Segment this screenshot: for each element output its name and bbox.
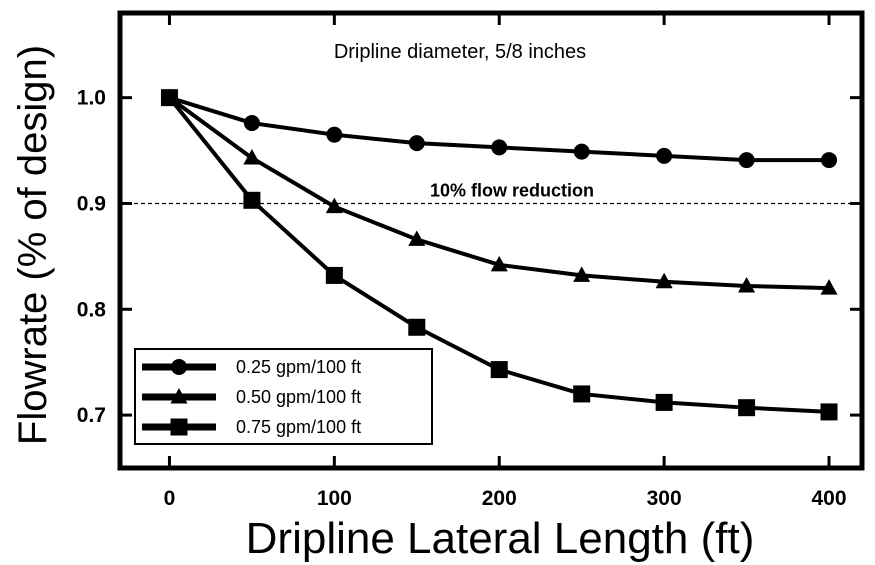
legend: 0.25 gpm/100 ft 0.50 gpm/100 ft 0.75 gpm/1… [134, 348, 433, 445]
series-1 [161, 89, 838, 169]
legend-marker-triangle [170, 388, 188, 404]
x-tick-label: 200 [482, 487, 517, 510]
data-point-circle [408, 135, 425, 152]
data-point-square [160, 89, 178, 107]
data-point-circle [821, 152, 838, 169]
series-3 [160, 89, 838, 421]
data-point-square [490, 361, 508, 379]
series-group [160, 88, 838, 421]
data-point-circle [326, 126, 343, 143]
plot-frame [117, 10, 865, 471]
x-tick-label: 0 [164, 487, 176, 510]
legend-marker-circle [171, 359, 187, 375]
data-point-triangle [655, 272, 673, 289]
data-point-square [573, 385, 591, 403]
data-point-circle [243, 115, 260, 132]
reference-line-label: 10% flow reduction [430, 180, 594, 200]
legend-item: 0.75 gpm/100 ft [142, 417, 361, 437]
x-tick-label: 300 [647, 487, 682, 510]
legend-item: 0.25 gpm/100 ft [142, 357, 361, 377]
data-point-square [820, 403, 838, 421]
data-point-triangle [820, 279, 838, 295]
data-point-square [738, 399, 756, 417]
data-point-square [243, 191, 261, 209]
data-point-triangle [490, 255, 508, 272]
y-axis-title: Flowrate (% of design) [11, 45, 55, 445]
legend-label: 0.50 gpm/100 ft [236, 387, 361, 407]
x-tick-label: 100 [317, 487, 352, 510]
x-axis-title: Dripline Lateral Length (ft) [246, 514, 755, 563]
data-point-triangle [408, 230, 426, 246]
ticks-group: 0 100 200 300 400 0.7 0.8 0.9 1.0 [77, 13, 862, 510]
data-point-square [325, 266, 343, 284]
legend-label: 0.25 gpm/100 ft [236, 357, 361, 377]
chart-annotation: Dripline diameter, 5/8 inches [334, 41, 586, 63]
data-point-circle [491, 139, 508, 156]
data-point-circle [656, 147, 673, 164]
data-point-triangle [573, 266, 591, 282]
data-point-triangle [243, 148, 261, 165]
data-point-square [408, 318, 426, 336]
data-point-square [655, 393, 673, 411]
data-point-circle [573, 143, 590, 160]
legend-marker-square [170, 418, 188, 436]
data-point-triangle [325, 197, 343, 214]
data-point-circle [738, 152, 755, 169]
y-tick-label: 1.0 [77, 87, 106, 110]
y-tick-label: 0.7 [77, 404, 106, 427]
y-tick-label: 0.9 [77, 192, 106, 215]
legend-item: 0.50 gpm/100 ft [142, 387, 361, 407]
data-point-triangle [738, 277, 756, 293]
x-tick-label: 400 [811, 487, 846, 510]
legend-label: 0.75 gpm/100 ft [236, 417, 361, 437]
y-tick-label: 0.8 [77, 298, 107, 321]
